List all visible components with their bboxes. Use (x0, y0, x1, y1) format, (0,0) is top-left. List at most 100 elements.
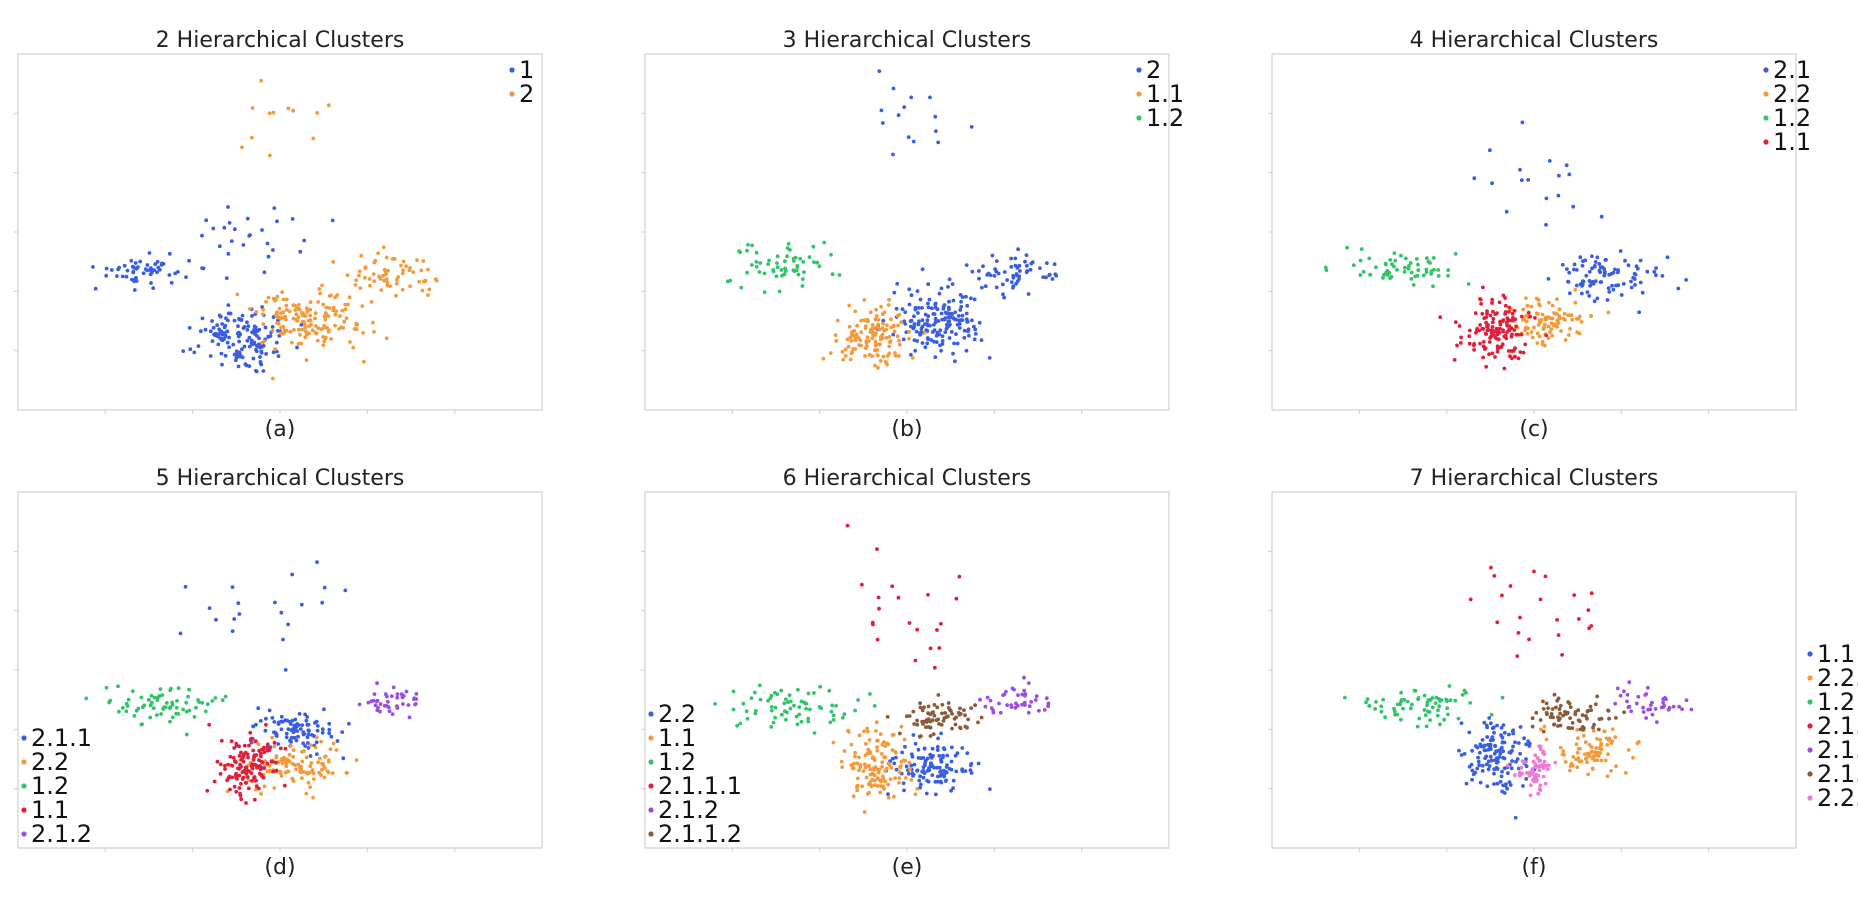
scatter-point (1518, 751, 1522, 756)
scatter-point (1563, 760, 1568, 764)
scatter-point (1605, 298, 1610, 302)
scatter-point (1416, 268, 1421, 272)
scatter-point (372, 330, 376, 334)
panel-title: 7 Hierarchical Clusters (1410, 466, 1659, 491)
scatter-point (1509, 766, 1514, 771)
scatter-point (308, 313, 313, 318)
scatter-point (849, 351, 854, 356)
scatter-point (323, 754, 328, 759)
legend-marker (648, 807, 654, 813)
scatter-point (259, 349, 264, 354)
scatter-point (959, 299, 963, 304)
scatter-point (779, 268, 784, 272)
legend-marker (1807, 675, 1813, 681)
axis-ticks (1268, 112, 1710, 414)
scatter-point (992, 274, 997, 278)
scatter-point (933, 665, 937, 670)
scatter-point (786, 242, 791, 246)
scatter-point (907, 302, 912, 307)
scatter-point (1587, 294, 1592, 298)
scatter-point (273, 347, 277, 351)
scatter-point (322, 775, 327, 780)
scatter-point (924, 791, 929, 796)
scatter-point (1011, 273, 1016, 278)
scatter-point (1503, 303, 1508, 308)
scatter-point (302, 320, 306, 324)
scatter-point (347, 295, 352, 300)
scatter-point (234, 741, 239, 746)
scatter-point (288, 738, 292, 743)
scatter-point (880, 326, 885, 331)
scatter-point (344, 316, 349, 321)
scatter-point (985, 695, 990, 700)
scatter-point (925, 318, 930, 323)
scatter-point (320, 730, 325, 735)
scatter-point (965, 751, 970, 756)
scatter-point (1524, 764, 1529, 769)
scatter-point (260, 340, 264, 345)
scatter-point (1028, 267, 1033, 272)
scatter-point (766, 698, 770, 703)
scatter-point (117, 709, 121, 714)
scatter-point (308, 743, 313, 747)
scatter-point (815, 260, 820, 265)
scatter-point (1537, 334, 1542, 339)
scatter-point (242, 743, 247, 748)
scatter-point (1567, 172, 1572, 177)
scatter-point (414, 692, 419, 696)
scatter-point (1599, 758, 1604, 763)
scatter-point (1510, 311, 1515, 316)
scatter-point (363, 275, 367, 280)
scatter-point (181, 349, 186, 353)
scatter-point (1403, 265, 1407, 270)
scatter-point (390, 712, 395, 716)
scatter-point (290, 572, 295, 577)
scatter-point (1431, 256, 1436, 260)
scatter-point (1571, 755, 1576, 759)
scatter-point (158, 687, 163, 691)
scatter-point (799, 699, 804, 704)
scatter-point (869, 783, 874, 788)
scatter-point (222, 225, 227, 230)
scatter-point (896, 113, 901, 118)
scatter-point (1510, 759, 1514, 763)
scatter-point (1528, 314, 1533, 319)
scatter-point (1555, 618, 1559, 622)
scatter-point (953, 310, 958, 315)
scatter-point (890, 756, 895, 761)
scatter-point (812, 691, 816, 695)
scatter-point (1503, 312, 1507, 316)
legend-marker (1807, 771, 1813, 777)
scatter-point (1470, 768, 1475, 773)
scatter-point (935, 765, 939, 770)
scatter-point (262, 766, 267, 770)
scatter-point (1495, 311, 1499, 315)
scatter-point (251, 724, 256, 729)
scatter-point (120, 274, 125, 279)
scatter-point (1476, 755, 1480, 760)
scatter-point (347, 721, 351, 726)
scatter-point (758, 697, 763, 702)
scatter-point (317, 287, 322, 291)
scatter-point (1543, 574, 1548, 579)
scatter-point (938, 328, 943, 333)
scatter-point (1521, 350, 1526, 355)
scatter-point (1544, 710, 1549, 715)
scatter-point (904, 330, 909, 334)
scatter-point (325, 769, 330, 774)
scatter-point (305, 771, 310, 776)
scatter-point (879, 108, 884, 113)
scatter-point (1546, 336, 1551, 341)
scatter-point (1565, 267, 1569, 271)
scatter-point (953, 359, 957, 364)
scatter-point (320, 600, 325, 605)
scatter-point (969, 296, 973, 301)
scatter-point (238, 793, 243, 798)
scatter-point (1495, 781, 1500, 786)
panel-caption: (e) (892, 855, 923, 880)
scatter-point (1004, 689, 1008, 694)
scatter-point (326, 314, 331, 319)
scatter-point (266, 254, 271, 259)
scatter-point (1572, 267, 1576, 272)
scatter-point (977, 276, 981, 281)
